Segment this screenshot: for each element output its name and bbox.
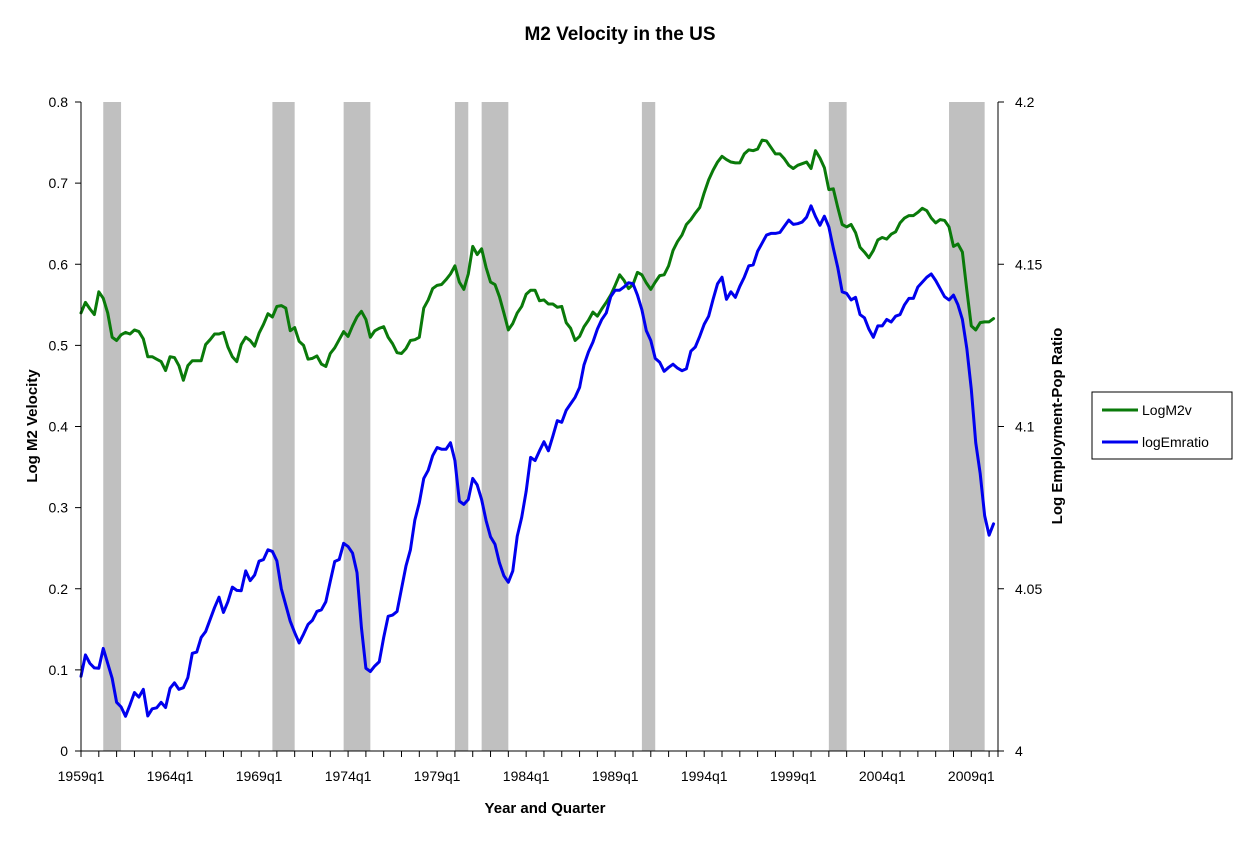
right-axis-ticks: 4 4.05 4.1 4.15 4.2 [998, 94, 1042, 759]
series-line-logm2v [79, 138, 996, 382]
series-line-logemratio [79, 204, 996, 718]
recession-band-7 [949, 102, 985, 751]
recession-band-4 [481, 102, 509, 751]
left-tick-label-8: 0.8 [49, 94, 69, 110]
right-tick-label-3: 4.15 [1015, 256, 1042, 272]
series-layer [79, 138, 996, 718]
left-axis-title: Log M2 Velocity [24, 369, 41, 483]
x-tick-label-8: 1999q1 [770, 768, 817, 784]
recession-band-0 [103, 102, 122, 751]
x-tick-label-7: 1994q1 [681, 768, 728, 784]
x-axis-title: Year and Quarter [485, 800, 606, 817]
legend-box [1091, 391, 1233, 460]
recession-band-2 [343, 102, 371, 751]
x-tick-label-3: 1974q1 [325, 768, 372, 784]
recession-bands [103, 102, 985, 751]
recession-band-1 [272, 102, 295, 751]
left-tick-label-6: 0.6 [49, 256, 69, 272]
legend-label-logm2v: LogM2v [1142, 402, 1192, 418]
left-tick-label-3: 0.3 [49, 500, 69, 516]
recession-band-3 [454, 102, 469, 751]
left-tick-label-5: 0.5 [49, 337, 69, 353]
right-tick-label-1: 4.05 [1015, 581, 1042, 597]
left-tick-label-1: 0.1 [49, 662, 69, 678]
left-tick-label-2: 0.2 [49, 581, 69, 597]
x-tick-label-6: 1989q1 [592, 768, 639, 784]
chart-title: M2 Velocity in the US [524, 24, 715, 45]
x-tick-label-4: 1979q1 [414, 768, 461, 784]
x-tick-label-1: 1964q1 [147, 768, 194, 784]
left-tick-label-7: 0.7 [49, 175, 69, 191]
recession-band-6 [828, 102, 847, 751]
x-tick-label-9: 2004q1 [859, 768, 906, 784]
x-tick-label-5: 1984q1 [503, 768, 550, 784]
x-tick-label-2: 1969q1 [236, 768, 283, 784]
x-tick-label-0: 1959q1 [58, 768, 105, 784]
right-tick-label-4: 4.2 [1015, 94, 1035, 110]
right-axis-title: Log Employment-Pop Ratio [1049, 328, 1066, 525]
left-tick-label-0: 0 [60, 743, 68, 759]
left-tick-label-4: 0.4 [49, 419, 69, 435]
x-axis-ticks: 1959q1 1964q1 1969q1 1974q1 1979q1 1984q1 1989… [58, 751, 999, 784]
right-tick-label-0: 4 [1015, 743, 1023, 759]
x-tick-label-10: 2009q1 [948, 768, 995, 784]
right-tick-label-2: 4.1 [1015, 419, 1035, 435]
legend-label-logemratio: logEmratio [1142, 434, 1209, 450]
recession-band-5 [641, 102, 656, 751]
left-axis-ticks: 0 0.1 0.2 0.3 0.4 0.5 0.6 0.7 0.8 [49, 94, 81, 759]
legend: LogM2v logEmratio [1091, 391, 1233, 460]
